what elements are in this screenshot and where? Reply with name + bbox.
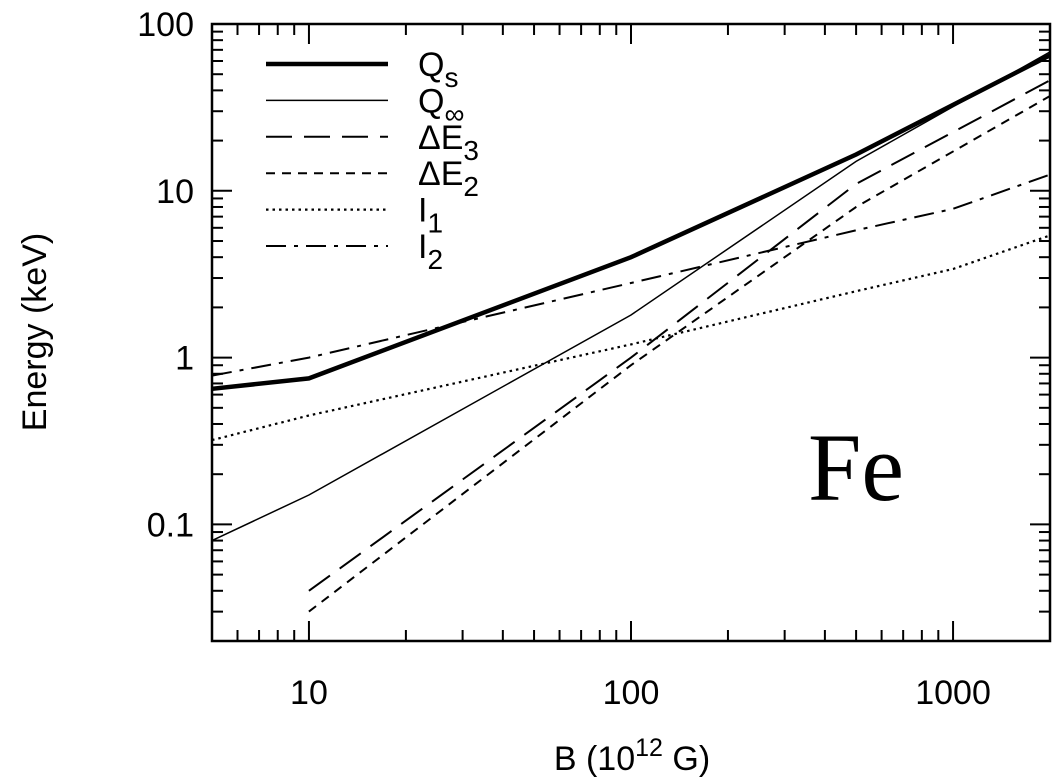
series-line-I1: [211, 234, 1051, 442]
legend-label-Qs: Qs: [418, 46, 458, 93]
series-line-ΔE2: [308, 95, 1051, 613]
y-tick-label: 10: [156, 173, 194, 211]
axes: 10 100 1000 0.1 1 10 100: [137, 6, 1052, 712]
y-tick-label: 100: [137, 6, 194, 44]
series-line-Q∞: [211, 51, 1051, 542]
y-axis-title: Energy (keV): [16, 233, 54, 431]
legend-label-ΔE3: ΔE3: [418, 119, 479, 166]
series-line-I2: [211, 173, 1051, 377]
element-annotation: Fe: [808, 414, 904, 521]
legend-label-I2: I2: [418, 228, 443, 275]
series-line-Qs: [211, 53, 1052, 392]
x-tick-label: 10: [290, 674, 328, 712]
y-tick-label: 0.1: [147, 506, 194, 544]
legend-label-ΔE2: ΔE2: [418, 155, 479, 202]
x-tick-label: 100: [603, 674, 660, 712]
x-axis-title: B (1012 G): [554, 734, 710, 778]
y-tick-label: 1: [175, 340, 194, 378]
series-line-ΔE3: [308, 79, 1051, 592]
x-tick-label: 1000: [915, 674, 991, 712]
plot-area: [211, 51, 1052, 613]
plot-frame: [210, 22, 1052, 643]
legend-label-Q∞: Q∞: [418, 82, 464, 129]
legend-label-I1: I1: [418, 192, 443, 239]
